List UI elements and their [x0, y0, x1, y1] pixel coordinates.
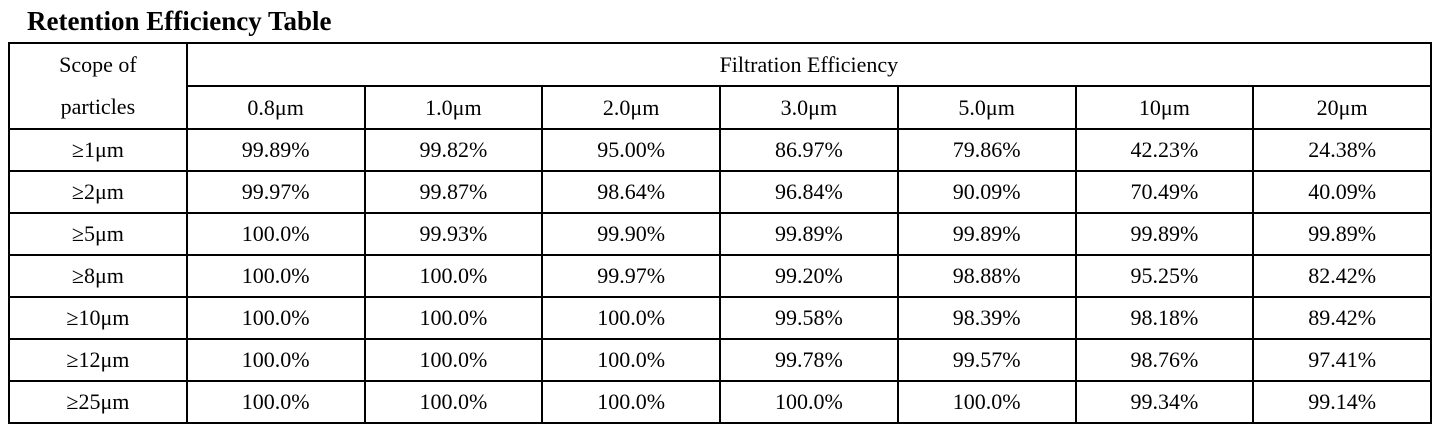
corner-header-scope-of-particles: Scope of particles	[8, 42, 188, 130]
table-cell: 99.57%	[896, 338, 1077, 382]
table-cell: 100.0%	[185, 254, 366, 298]
column-header-20um: 20μm	[1252, 85, 1432, 130]
corner-header-line2: particles	[60, 94, 136, 119]
column-header-1-0um: 1.0μm	[363, 85, 544, 130]
table-cell: 99.34%	[1074, 380, 1255, 424]
table-cell: 99.20%	[719, 254, 899, 298]
table-cell: 90.09%	[896, 170, 1077, 214]
table-cell: 99.14%	[1252, 380, 1432, 424]
retention-efficiency-table: Scope of particles Filtration Efficiency…	[8, 42, 1433, 424]
column-header-0-8um: 0.8μm	[185, 85, 366, 130]
table-header: Scope of particles Filtration Efficiency…	[8, 42, 1433, 130]
table-cell: 99.78%	[719, 338, 899, 382]
row-label: ≥5μm	[8, 212, 188, 256]
table-cell: 100.0%	[363, 380, 544, 424]
row-label: ≥2μm	[8, 170, 188, 214]
table-cell: 89.42%	[1252, 296, 1432, 340]
header-row-sizes: 0.8μm 1.0μm 2.0μm 3.0μm 5.0μm 10μm 20μm	[9, 85, 1432, 130]
group-header-filtration-efficiency: Filtration Efficiency	[185, 42, 1433, 87]
page: Retention Efficiency Table Scope of part…	[0, 6, 1440, 444]
row-label: ≥25μm	[8, 380, 188, 424]
table-cell: 100.0%	[896, 380, 1077, 424]
header-row-group: Scope of particles Filtration Efficiency	[8, 42, 1433, 130]
column-header-2-0um: 2.0μm	[541, 85, 721, 130]
table-cell: 100.0%	[185, 338, 366, 382]
page-title: Retention Efficiency Table	[27, 6, 332, 36]
table-cell: 42.23%	[1074, 128, 1255, 172]
column-header-10um: 10μm	[1074, 85, 1255, 130]
column-header-5-0um: 5.0μm	[896, 85, 1077, 130]
table-cell: 100.0%	[363, 338, 544, 382]
table-cell: 100.0%	[185, 212, 366, 256]
table-row-ge25um: ≥25μm 100.0% 100.0% 100.0% 100.0% 100.0%…	[8, 380, 1432, 424]
row-label: ≥8μm	[8, 254, 188, 298]
table-cell: 99.89%	[185, 128, 366, 172]
table-row-ge8um: ≥8μm 100.0% 100.0% 99.97% 99.20% 98.88% …	[8, 254, 1432, 298]
table-cell: 98.64%	[541, 170, 721, 214]
table-cell: 100.0%	[541, 296, 721, 340]
table-row-ge1um: ≥1μm 99.89% 99.82% 95.00% 86.97% 79.86% …	[8, 128, 1432, 172]
table-cell: 99.90%	[541, 212, 721, 256]
row-label: ≥12μm	[8, 338, 188, 382]
table-cell: 99.87%	[363, 170, 544, 214]
table-cell: 99.89%	[896, 212, 1077, 256]
table-cell: 96.84%	[719, 170, 899, 214]
table-cell: 24.38%	[1252, 128, 1432, 172]
table-cell: 100.0%	[185, 296, 366, 340]
table-cell: 99.89%	[1074, 212, 1255, 256]
table-cell: 99.97%	[541, 254, 721, 298]
table-cell: 100.0%	[541, 338, 721, 382]
table-cell: 100.0%	[185, 380, 366, 424]
table-cell: 98.76%	[1074, 338, 1255, 382]
table-cell: 99.82%	[363, 128, 544, 172]
table-cell: 98.39%	[896, 296, 1077, 340]
table-cell: 99.93%	[363, 212, 544, 256]
table-cell: 99.58%	[719, 296, 899, 340]
table-cell: 100.0%	[363, 296, 544, 340]
table-cell: 98.88%	[896, 254, 1077, 298]
table-cell: 98.18%	[1074, 296, 1255, 340]
table-cell: 40.09%	[1252, 170, 1432, 214]
table-row-ge2um: ≥2μm 99.97% 99.87% 98.64% 96.84% 90.09% …	[8, 170, 1432, 214]
table-row-ge10um: ≥10μm 100.0% 100.0% 100.0% 99.58% 98.39%…	[8, 296, 1432, 340]
table-cell: 95.25%	[1074, 254, 1255, 298]
table-cell: 95.00%	[541, 128, 721, 172]
row-label: ≥1μm	[8, 128, 188, 172]
table-cell: 99.97%	[185, 170, 366, 214]
row-label: ≥10μm	[8, 296, 188, 340]
table-cell: 99.89%	[1252, 212, 1432, 256]
table-row-ge12um: ≥12μm 100.0% 100.0% 100.0% 99.78% 99.57%…	[8, 338, 1432, 382]
corner-header-line1: Scope of	[59, 52, 137, 77]
table-cell: 97.41%	[1252, 338, 1432, 382]
table-body: ≥1μm 99.89% 99.82% 95.00% 86.97% 79.86% …	[8, 128, 1432, 424]
table-cell: 82.42%	[1252, 254, 1432, 298]
column-header-3-0um: 3.0μm	[719, 85, 899, 130]
table-row-ge5um: ≥5μm 100.0% 99.93% 99.90% 99.89% 99.89% …	[8, 212, 1432, 256]
table-cell: 100.0%	[541, 380, 721, 424]
table-cell: 100.0%	[363, 254, 544, 298]
table-cell: 79.86%	[896, 128, 1077, 172]
table-cell: 100.0%	[719, 380, 899, 424]
table-cell: 70.49%	[1074, 170, 1255, 214]
table-cell: 86.97%	[719, 128, 899, 172]
table-cell: 99.89%	[719, 212, 899, 256]
